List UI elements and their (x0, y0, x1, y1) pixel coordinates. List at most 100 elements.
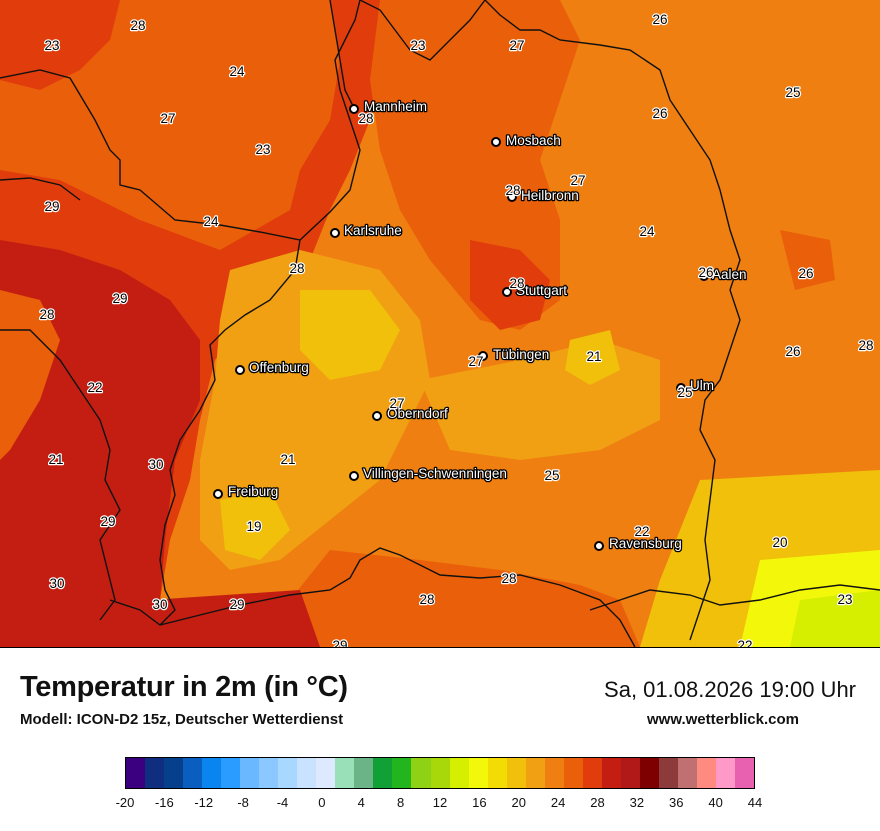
city-dot (349, 104, 359, 114)
city-tuebingen[interactable]: Tübingen (478, 346, 551, 363)
city-villingen-schwenningen[interactable]: Villingen-Schwenningen (349, 465, 508, 482)
color-scale-segment (735, 758, 755, 788)
city-heilbronn[interactable]: Heilbronn (507, 187, 580, 204)
city-label-aalen: Aalen (712, 267, 747, 282)
temp-value: 29 (100, 514, 115, 529)
city-aalen[interactable]: Aalen (699, 266, 748, 283)
temp-value: 19 (246, 519, 261, 534)
website-link[interactable]: www.wetterblick.com (647, 711, 799, 728)
heat-area-stuttgart (470, 240, 550, 330)
city-label-mosbach: Mosbach (506, 133, 561, 148)
color-scale-tick-label: -4 (276, 795, 289, 810)
city-freiburg[interactable]: Freiburg (213, 483, 280, 500)
city-dot (507, 192, 517, 202)
city-oberndorf[interactable]: Oberndorf (372, 405, 449, 422)
color-scale-tick-label: 4 (357, 795, 365, 810)
border-vosges (0, 329, 121, 621)
city-stuttgart[interactable]: Stuttgart (502, 282, 569, 299)
temp-value: 29 (332, 638, 347, 647)
color-scale-segment (506, 758, 526, 788)
color-scale-segment (639, 758, 659, 788)
color-scale-segment (715, 758, 735, 788)
color-scale-tick-label: 32 (629, 795, 645, 810)
temp-value: 30 (152, 597, 167, 612)
color-scale-tick-label: 28 (590, 795, 605, 810)
city-karlsruhe[interactable]: Karlsruhe (330, 222, 403, 239)
temp-value: 25 (677, 385, 692, 400)
city-label-karlsruhe: Karlsruhe (344, 223, 402, 238)
temp-value: 28 (858, 338, 873, 353)
temp-value: 24 (639, 224, 655, 239)
cool-area-feldberg (220, 490, 290, 560)
temp-value: 27 (389, 396, 404, 411)
temp-value: 29 (44, 199, 59, 214)
city-label-heilbronn: Heilbronn (521, 188, 579, 203)
temp-value: 28 (39, 307, 54, 322)
model-info: Modell: ICON-D2 15z, Deutscher Wetterdie… (20, 711, 344, 728)
color-scale-segment (278, 758, 298, 788)
temp-value: 28 (289, 261, 304, 276)
temp-value: 28 (419, 592, 434, 607)
color-scale-segment (164, 758, 184, 788)
city-offenburg[interactable]: Offenburg (235, 359, 310, 376)
temp-value: 22 (634, 524, 649, 539)
temp-value: 21 (280, 452, 295, 467)
color-scale-segment (259, 758, 279, 788)
color-scale-tick-label: 0 (318, 795, 326, 810)
color-scale-segment (297, 758, 317, 788)
borders (0, 0, 880, 647)
city-mosbach[interactable]: Mosbach (491, 132, 562, 149)
temp-value: 28 (501, 571, 516, 586)
temp-value: 26 (798, 266, 813, 281)
temp-value: 27 (570, 173, 585, 188)
temp-value: 26 (785, 344, 800, 359)
temp-value: 30 (148, 457, 163, 472)
color-scale-segment (335, 758, 355, 788)
city-label-villingen-schwenningen: Villingen-Schwenningen (363, 466, 507, 481)
footer-panel: Temperatur in 2m (in °C) Modell: ICON-D2… (0, 647, 880, 831)
temp-value: 28 (130, 18, 145, 33)
color-scale-tick-label: -20 (115, 795, 135, 810)
color-scale-tick-label: 12 (432, 795, 448, 810)
warm-area-lake-constance (290, 550, 640, 647)
temp-value: 29 (112, 291, 127, 306)
city-dot (594, 541, 604, 551)
color-scale-segment (240, 758, 260, 788)
temp-value: 21 (48, 452, 63, 467)
cool-area-alb-core (565, 330, 620, 385)
heat-area-northwest-core (0, 0, 120, 90)
warm-area-east-spot (780, 230, 835, 290)
city-label-ulm: Ulm (690, 378, 714, 393)
temp-value: 20 (772, 535, 787, 550)
color-scale-segment (430, 758, 450, 788)
city-label-offenburg: Offenburg (249, 360, 309, 375)
border-austria (589, 584, 880, 611)
city-mannheim[interactable]: Mannheim (349, 98, 428, 115)
city-dot (491, 137, 501, 147)
city-ravensburg[interactable]: Ravensburg (594, 535, 683, 552)
city-ulm[interactable]: Ulm (676, 377, 715, 394)
temp-value: 23 (44, 38, 59, 53)
border-hesse (359, 0, 486, 61)
border-rhineland (329, 0, 356, 111)
temp-value: 28 (509, 276, 524, 291)
color-scale-tick-label: 36 (669, 795, 684, 810)
color-scale-segment (658, 758, 678, 788)
heat-area-basel (140, 590, 320, 647)
color-scale-tick-label: -16 (154, 795, 174, 810)
color-scale-segment (582, 758, 602, 788)
color-scale-tick-label: 40 (708, 795, 723, 810)
color-scale-segment (354, 758, 374, 788)
map-canvas: Mannheim Mosbach Heilbronn Karlsruhe Stu… (0, 0, 880, 647)
border-rhine (159, 239, 301, 626)
temp-value: 22 (737, 638, 752, 647)
color-scale-tick-label: 44 (747, 795, 763, 810)
temp-value: 27 (468, 354, 483, 369)
city-label-ravensburg: Ravensburg (609, 536, 682, 551)
city-label-oberndorf: Oberndorf (387, 406, 448, 421)
color-scale-segment (544, 758, 564, 788)
color-scale-segment (221, 758, 241, 788)
color-scale-segment (487, 758, 507, 788)
temp-value: 30 (49, 576, 64, 591)
color-scale-segment (373, 758, 393, 788)
